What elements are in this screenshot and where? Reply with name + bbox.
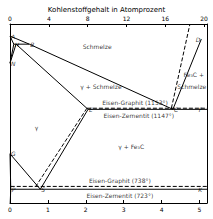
svg-text:0: 0: [8, 15, 12, 22]
svg-text:Eisen-Graphit (1153°): Eisen-Graphit (1153°): [102, 98, 168, 106]
svg-text:16: 16: [161, 15, 169, 22]
svg-text:8: 8: [86, 15, 90, 22]
svg-text:1: 1: [46, 206, 50, 213]
svg-text:γ + Fe₃C: γ + Fe₃C: [118, 143, 144, 151]
svg-text:D: D: [195, 35, 201, 43]
svg-text:3: 3: [122, 206, 126, 213]
svg-text:Schmelze: Schmelze: [83, 43, 112, 50]
svg-text:C: C: [173, 105, 179, 113]
svg-text:Eisen-Graphit (738°): Eisen-Graphit (738°): [89, 177, 151, 185]
svg-text:B: B: [30, 40, 35, 48]
svg-text:4: 4: [47, 15, 51, 22]
svg-text:F: F: [198, 105, 203, 113]
svg-text:4: 4: [160, 206, 164, 213]
svg-text:Schmelze: Schmelze: [177, 82, 207, 90]
svg-text:Eisen-Zementit (723°): Eisen-Zementit (723°): [86, 192, 153, 199]
svg-text:5: 5: [198, 206, 202, 213]
svg-text:Eisen-Zementit (1147°): Eisen-Zementit (1147°): [103, 112, 174, 119]
svg-text:γ + Schmelze: γ + Schmelze: [80, 82, 122, 90]
svg-text:0: 0: [8, 206, 12, 213]
svg-text:12: 12: [123, 15, 131, 22]
svg-text:γ: γ: [35, 124, 39, 132]
svg-text:2: 2: [84, 206, 88, 213]
svg-text:20: 20: [200, 15, 208, 22]
svg-text:Fe₃C +: Fe₃C +: [183, 71, 204, 79]
svg-text:G: G: [11, 150, 16, 158]
svg-text:E: E: [89, 105, 93, 113]
svg-text:A: A: [11, 32, 16, 40]
svg-text:N: N: [11, 60, 16, 67]
svg-text:Kohlenstoffgehalt in Atomproze: Kohlenstoffgehalt in Atomprozent: [48, 6, 166, 14]
